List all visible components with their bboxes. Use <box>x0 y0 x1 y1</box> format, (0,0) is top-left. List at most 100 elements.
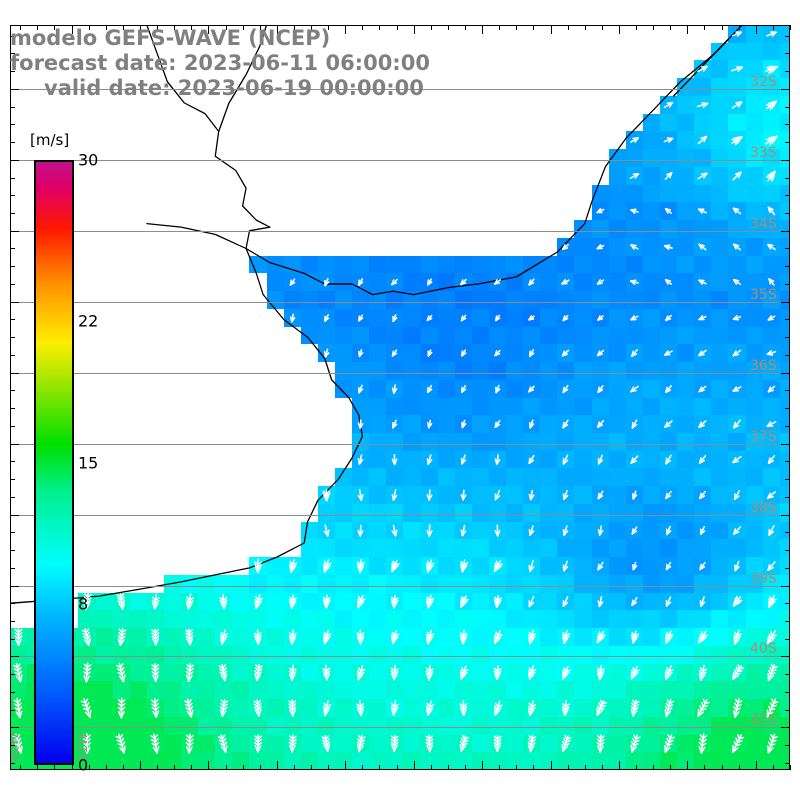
tick-right <box>785 426 790 427</box>
lat-label-36S: 36S <box>750 358 777 374</box>
tick-bottom <box>106 765 107 770</box>
tick-left <box>10 727 19 728</box>
tick-left <box>10 390 15 391</box>
tick-right <box>785 763 790 764</box>
tick-top <box>619 25 620 34</box>
tick-top <box>157 25 158 30</box>
tick-right <box>785 107 790 108</box>
tick-left <box>10 444 19 445</box>
tick-top <box>773 25 774 30</box>
tick-top <box>379 25 380 30</box>
gridline-lat-34S <box>10 231 790 232</box>
colorbar-tick-8: 8 <box>78 594 89 614</box>
tick-left <box>10 195 15 196</box>
tick-bottom <box>465 765 466 770</box>
tick-right <box>785 36 790 37</box>
tick-right <box>785 319 790 320</box>
tick-bottom <box>260 765 261 770</box>
tick-left <box>10 763 15 764</box>
tick-right <box>785 71 790 72</box>
tick-top <box>294 25 295 30</box>
tick-bottom <box>533 765 534 770</box>
tick-bottom <box>722 765 723 770</box>
tick-left <box>10 231 19 232</box>
gridline-lat-39S <box>10 586 790 587</box>
tick-bottom <box>790 765 791 770</box>
tick-bottom <box>551 761 552 770</box>
tick-right <box>785 745 790 746</box>
tick-left <box>10 532 15 533</box>
tick-right <box>785 248 790 249</box>
tick-bottom <box>191 765 192 770</box>
tick-right <box>785 692 790 693</box>
tick-right <box>785 674 790 675</box>
tick-bottom <box>568 765 569 770</box>
gridline-lat-32S <box>10 89 790 90</box>
tick-top <box>106 25 107 30</box>
tick-top <box>37 25 38 30</box>
tick-left <box>10 550 15 551</box>
tick-left <box>10 355 15 356</box>
tick-bottom <box>448 765 449 770</box>
tick-left <box>10 337 15 338</box>
tick-left <box>10 124 15 125</box>
tick-right <box>785 213 790 214</box>
tick-left <box>10 178 15 179</box>
tick-bottom <box>243 765 244 770</box>
tick-top <box>397 25 398 30</box>
tick-top <box>482 25 483 34</box>
tick-right <box>781 373 790 374</box>
tick-right <box>781 656 790 657</box>
tick-left <box>10 160 19 161</box>
tick-bottom <box>72 761 73 770</box>
tick-left <box>10 656 19 657</box>
tick-left <box>10 497 15 498</box>
tick-top <box>551 25 552 34</box>
tick-bottom <box>174 765 175 770</box>
tick-right <box>785 142 790 143</box>
tick-bottom <box>636 765 637 770</box>
tick-top <box>345 25 346 34</box>
tick-top <box>191 25 192 30</box>
tick-bottom <box>345 761 346 770</box>
tick-bottom <box>277 761 278 770</box>
tick-top <box>72 25 73 34</box>
tick-right <box>785 479 790 480</box>
tick-bottom <box>687 761 688 770</box>
wind-speed-raster <box>10 25 790 770</box>
tick-bottom <box>482 761 483 770</box>
tick-top <box>533 25 534 30</box>
map-plot-area[interactable]: 61W60W59W58W57W56W55W54W53W52W51W32S33S3… <box>10 25 790 770</box>
tick-left <box>10 266 15 267</box>
tick-top <box>465 25 466 30</box>
tick-left <box>10 639 15 640</box>
tick-right <box>785 568 790 569</box>
lat-label-41S: 41S <box>750 712 777 728</box>
tick-right <box>785 461 790 462</box>
tick-top <box>89 25 90 30</box>
tick-bottom <box>226 765 227 770</box>
gridline-lat-38S <box>10 515 790 516</box>
tick-left <box>10 710 15 711</box>
tick-right <box>781 444 790 445</box>
tick-right <box>781 160 790 161</box>
colorbar-tick-22: 22 <box>78 311 99 331</box>
tick-top <box>516 25 517 30</box>
tick-left <box>10 515 19 516</box>
tick-left <box>10 36 15 37</box>
tick-right <box>785 532 790 533</box>
tick-right <box>785 639 790 640</box>
tick-top <box>756 25 757 34</box>
colorbar[interactable] <box>34 160 74 765</box>
tick-top <box>174 25 175 30</box>
tick-top <box>687 25 688 34</box>
lat-label-39S: 39S <box>750 571 777 587</box>
tick-bottom <box>294 765 295 770</box>
tick-top <box>722 25 723 30</box>
tick-top <box>636 25 637 30</box>
colorbar-tick-15: 15 <box>78 453 99 472</box>
tick-bottom <box>499 765 500 770</box>
tick-right <box>781 727 790 728</box>
tick-left <box>10 248 15 249</box>
